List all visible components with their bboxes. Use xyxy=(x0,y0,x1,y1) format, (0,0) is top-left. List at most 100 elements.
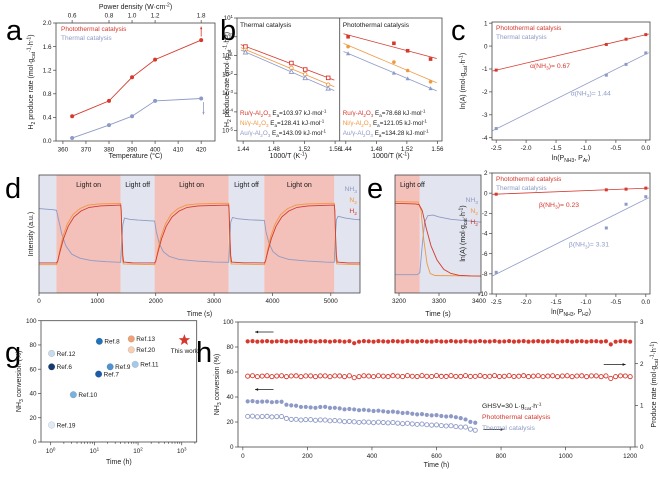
point-label: Ref.19 xyxy=(57,422,76,429)
x-tick-label: 370 xyxy=(81,147,92,154)
panel-label-b: b xyxy=(220,15,236,47)
y-tick-label: 101 xyxy=(224,14,234,22)
y-tick-label: 2 xyxy=(484,170,488,177)
x-tick-label: -2.0 xyxy=(521,299,532,306)
x-tick-label: 1.52 xyxy=(298,146,311,153)
panel-d-chart: Light on Light off Light on Light off Light … xyxy=(28,174,361,318)
y-tick-label: 100 xyxy=(224,33,234,41)
ref-point xyxy=(127,335,135,343)
plot-frame xyxy=(38,174,361,294)
y-tick-label: -4 xyxy=(482,135,488,142)
x-tick-label: 1.56 xyxy=(431,146,444,153)
ref-point xyxy=(131,360,139,368)
x-tick-label: 360 xyxy=(58,147,69,154)
panel-a-chart: 360 370 380 390 400 410 420 0.0 0.4 0.8 1.2 1.6 2.0 0… xyxy=(26,2,216,160)
slope-annotation: α(NH3)= 0.67 xyxy=(530,63,570,72)
panel-g-chart: 100 101 102 103 0 20 40 60 80 100 Time (h) NH3 conv… xyxy=(16,318,199,466)
y-tick-label: -6 xyxy=(482,251,488,258)
x-tick-label: 1000 xyxy=(90,298,105,305)
y-tick-label: 0 xyxy=(484,190,488,197)
y-tick-label: -10 xyxy=(478,291,488,298)
point-label: Ref.9 xyxy=(115,364,131,371)
slope-annotation: α(NH3)= 1.44 xyxy=(571,90,611,99)
panel-label-h: h xyxy=(196,337,212,369)
panel-label-a: a xyxy=(6,15,23,47)
y-tick-label: 0 xyxy=(33,439,37,446)
top-tick-label: 0.6 xyxy=(68,13,77,20)
y-tick-label: 0 xyxy=(230,444,234,451)
x-tick-label: 800 xyxy=(496,453,507,460)
y-tick-label: 10-3 xyxy=(222,89,233,97)
x-tick-label: 400 xyxy=(150,147,161,154)
legend-label: Thermal catalysis xyxy=(496,34,547,41)
light-on-region xyxy=(395,175,420,293)
x-tick-label: 3200 xyxy=(392,298,407,305)
x-axis-title: Time (s) xyxy=(187,311,212,318)
plot-frame xyxy=(394,174,482,294)
x-tick-label: 410 xyxy=(173,147,184,154)
x-tick-label: 0 xyxy=(37,298,41,305)
point-label: Ref.12 xyxy=(57,351,76,358)
legend-label: Photothermal catalysis xyxy=(496,176,562,183)
region-label: Light on xyxy=(287,182,312,189)
y-tick-label: 60 xyxy=(226,369,234,376)
ref-point xyxy=(69,391,77,399)
x-axis-title: Temperature (°C) xyxy=(109,152,163,160)
y-tick-label: 10-1 xyxy=(222,51,233,59)
y-tick-label: 1 xyxy=(484,20,488,27)
legend-label: H2 xyxy=(349,208,357,217)
y-tick-label: -2 xyxy=(482,211,488,218)
top-tick-label: 0.8 xyxy=(105,13,114,20)
x-tick-label: 420 xyxy=(196,147,207,154)
panel-h-chart: 0 200 400 600 800 1000 12000204060801000123Tim… xyxy=(214,319,660,469)
ea-note: Ni/γ-Al2O3 Ea=128.41 kJ·mol-1 xyxy=(240,119,325,128)
y-tick-label: 10-4 xyxy=(222,108,233,116)
x-axis-title: 1000/T (K-1) xyxy=(372,151,409,160)
ref-point xyxy=(48,421,56,429)
point-label: Ref.6 xyxy=(57,364,73,371)
legend-label: H2 xyxy=(470,219,478,228)
x-tick-label: -1.0 xyxy=(581,145,592,152)
x-tick-label: 1200 xyxy=(623,453,638,460)
subpanel-title: Thermal catalysis xyxy=(240,22,292,29)
ea-note: Ni/γ-Al2O3 Ea=121.05 kJ·mol-1 xyxy=(343,119,428,128)
legend-label: N2 xyxy=(470,208,478,217)
x-tick-label: 1.44 xyxy=(340,146,353,153)
legend-label: Photothermal catalysis xyxy=(496,25,562,32)
note-label: Photothermal catalysis xyxy=(482,414,551,421)
light-off-region xyxy=(228,175,265,293)
plot-frame xyxy=(491,21,651,141)
slope-annotation: β(NH3)= 3.31 xyxy=(569,242,609,251)
y-tick-label-right: 3 xyxy=(640,319,644,326)
legend-label: Thermal catalysis xyxy=(496,185,547,192)
legend-label: Thermal catalysis xyxy=(61,35,112,42)
ref-point xyxy=(95,337,103,345)
x-tick-label: 0 xyxy=(241,453,245,460)
y-tick-label-right: 0 xyxy=(640,444,644,451)
y-tick-label: -2 xyxy=(482,89,488,96)
top-tick-label: 1.2 xyxy=(151,13,160,20)
y-tick-label: 0.8 xyxy=(43,91,52,98)
y-tick-label-right: 1 xyxy=(640,403,644,410)
top-axis-title: Power density (W·cm-2) xyxy=(99,2,172,11)
region-label: Light off xyxy=(234,182,259,189)
y-tick-label: 1.2 xyxy=(43,67,52,74)
x-tick-label: 1.56 xyxy=(329,146,342,153)
y-axis-title-left: NH3 conversion (%) xyxy=(214,354,223,416)
ref-point xyxy=(127,346,135,354)
x-tick-label: 4000 xyxy=(265,298,280,305)
x-tick-label: 600 xyxy=(431,453,442,460)
x-tick-label: 1000 xyxy=(559,453,574,460)
ea-note: Ru/γ-Al2O3 Ea=103.97 kJ·mol-1 xyxy=(240,109,327,118)
x-tick-label: 101 xyxy=(90,447,100,455)
x-tick-label: 5000 xyxy=(324,298,339,305)
y-tick-label: 1.6 xyxy=(43,44,52,51)
ref-point xyxy=(106,363,114,371)
ea-note: Au/γ-Al2O3 Ea=134.28 kJ·mol-1 xyxy=(343,129,429,138)
x-tick-label: -1.5 xyxy=(551,299,562,306)
point-label: Ref.10 xyxy=(78,392,97,399)
y-axis-title: NH3 conversion (%) xyxy=(16,351,25,413)
x-tick-label: -2.0 xyxy=(521,145,532,152)
light-on-region xyxy=(264,175,335,293)
ref-point xyxy=(48,363,56,371)
